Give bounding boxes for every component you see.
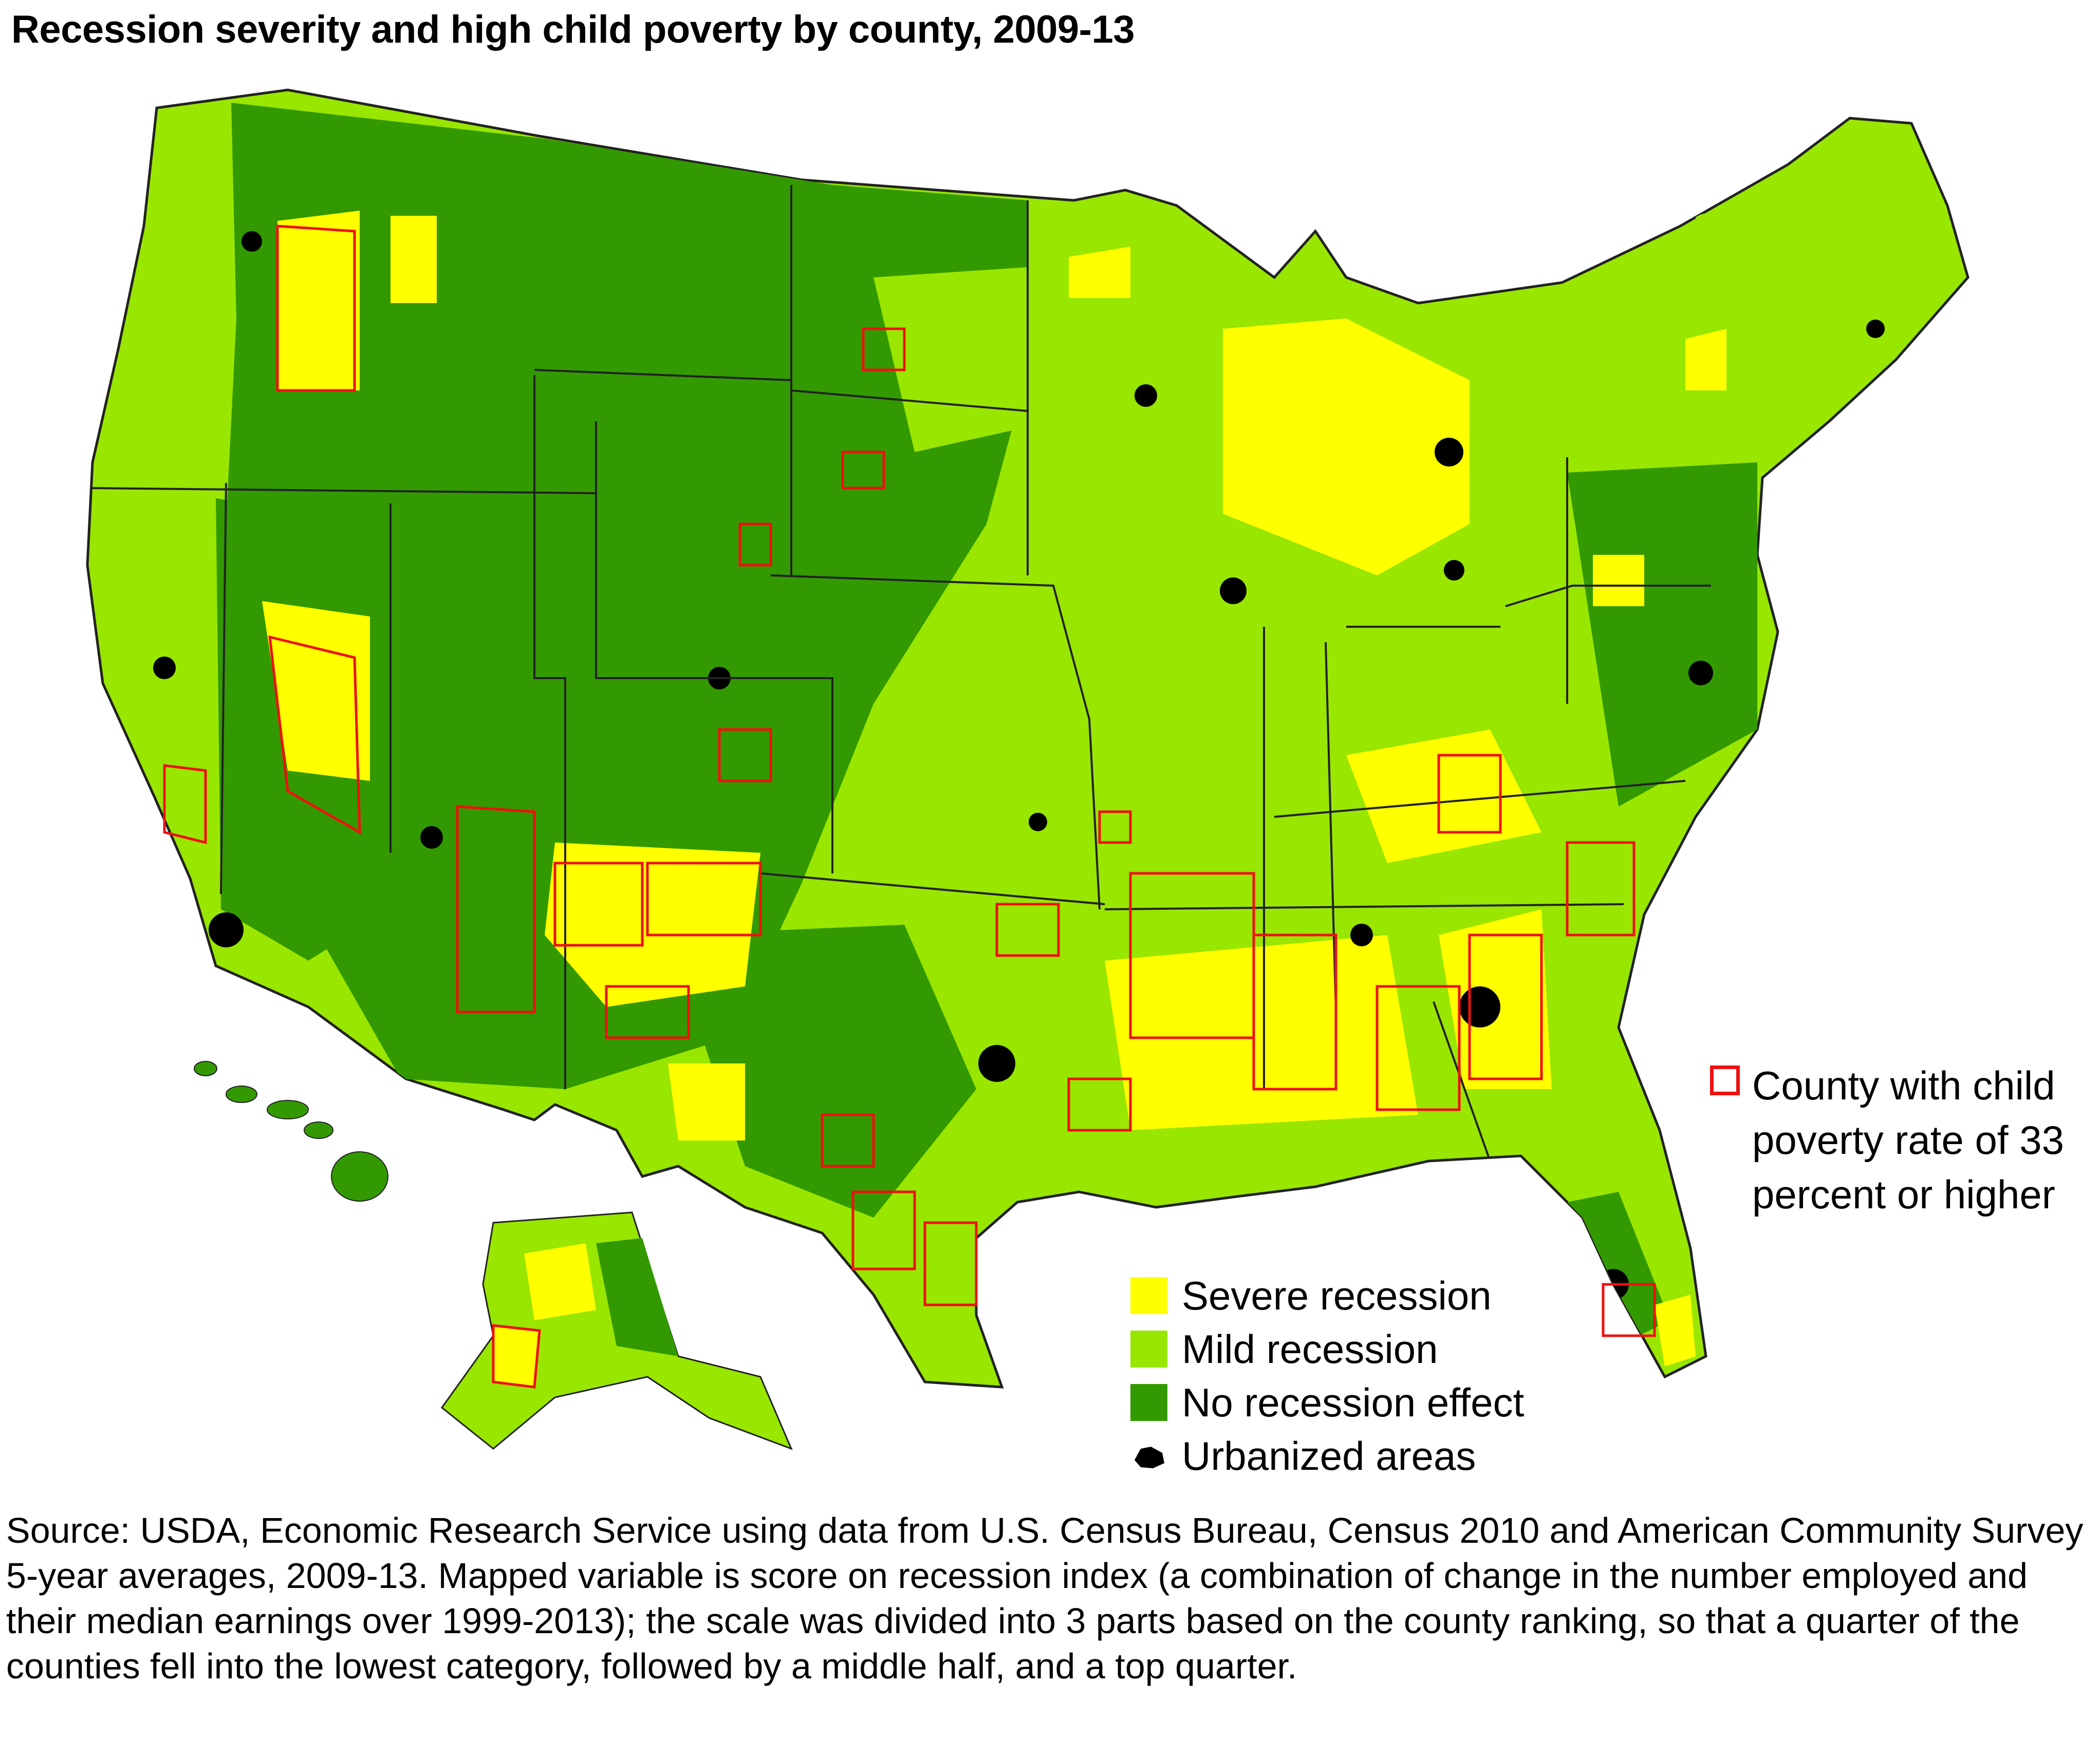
red-outline-swatch <box>1710 1065 1740 1095</box>
severe-swatch <box>1130 1277 1167 1314</box>
alaska-inset <box>440 1211 793 1450</box>
legend-label: No recession effect <box>1182 1379 1525 1425</box>
legend-label: Urbanized areas <box>1182 1433 1476 1479</box>
hawaii-inset <box>194 1061 388 1202</box>
mild-swatch <box>1130 1331 1167 1368</box>
legend-item-urban: Urbanized areas <box>1130 1429 1524 1483</box>
legend-item-none: No recession effect <box>1130 1376 1524 1429</box>
poverty-legend: County with child poverty rate of 33 per… <box>1710 1058 2100 1222</box>
legend-label: Mild recession <box>1182 1326 1438 1372</box>
legend-item-severe: Severe recession <box>1130 1269 1524 1322</box>
legend-item-mild: Mild recession <box>1130 1322 1524 1376</box>
map-title: Recession severity and high child povert… <box>11 8 1135 51</box>
legend-label: Severe recession <box>1182 1273 1492 1318</box>
us-county-map <box>86 88 1969 1450</box>
recession-legend: Severe recession Mild recession No reces… <box>1130 1269 1524 1483</box>
source-note: Source: USDA, Economic Research Service … <box>6 1510 2084 1686</box>
urban-area-icon <box>1130 1437 1167 1474</box>
poverty-legend-label: County with child poverty rate of 33 per… <box>1752 1063 2065 1217</box>
none-swatch <box>1130 1384 1167 1421</box>
